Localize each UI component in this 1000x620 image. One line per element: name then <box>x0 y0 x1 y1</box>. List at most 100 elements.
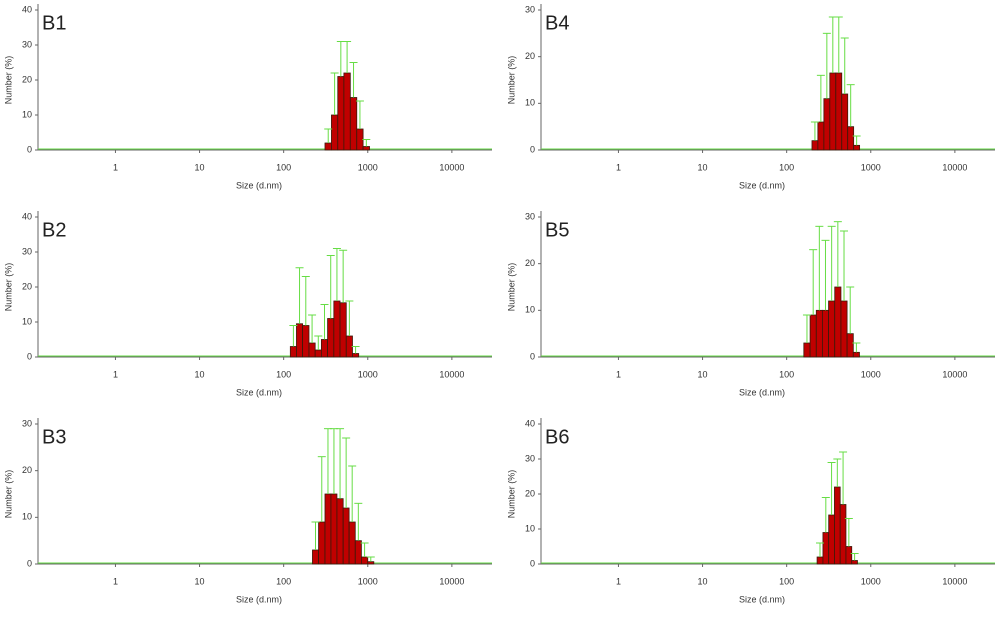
y-axis-label: Number (%) <box>506 263 516 312</box>
error-bar <box>323 428 332 494</box>
error-bar <box>815 225 824 311</box>
y-tick-label: 0 <box>530 351 535 361</box>
x-tick-label: 10000 <box>942 162 967 172</box>
x-axis-label: Size (d.nm) <box>236 387 282 397</box>
error-bar <box>844 518 853 547</box>
error-bar <box>827 225 836 301</box>
bar <box>312 549 319 565</box>
x-tick-label: 100 <box>779 576 794 586</box>
bar <box>339 302 347 358</box>
panel: B4 Number (%) Size (d.nm) 0 10 20 30 1 10 100 1000… <box>506 4 995 190</box>
x-tick-label: 10000 <box>439 576 464 586</box>
error-bar <box>320 304 329 340</box>
bar <box>337 76 345 151</box>
error-bar <box>324 128 333 143</box>
bar <box>840 300 848 358</box>
panel: B3 Number (%) Size (d.nm) 0 10 20 30 1 10 100 1000… <box>3 418 492 604</box>
x-axis-label: Size (d.nm) <box>236 594 282 604</box>
y-axis-label: Number (%) <box>3 263 13 312</box>
y-tick-label: 10 <box>525 98 535 108</box>
error-bar <box>343 41 352 73</box>
error-bar <box>329 428 338 494</box>
x-tick-label: 10 <box>195 162 205 172</box>
error-bar <box>816 74 825 122</box>
x-tick-label: 1000 <box>861 162 881 172</box>
bar <box>356 128 364 151</box>
y-tick-label: 30 <box>22 246 32 256</box>
x-tick-label: 10000 <box>439 162 464 172</box>
bar <box>327 318 335 358</box>
y-tick-label: 30 <box>525 211 535 221</box>
error-bar <box>809 249 818 315</box>
y-tick-label: 20 <box>22 281 32 291</box>
error-bar <box>339 249 348 303</box>
error-bar <box>834 16 843 73</box>
error-bar <box>360 542 369 557</box>
bar <box>834 286 842 358</box>
bar <box>308 342 316 358</box>
bar <box>333 300 341 358</box>
panel: B2 Number (%) Size (d.nm) 0 10 20 30 40 1 10 100 10… <box>3 211 492 397</box>
bar <box>817 121 825 151</box>
bar <box>330 493 338 565</box>
x-tick-label: 10000 <box>439 369 464 379</box>
bar <box>296 323 304 358</box>
error-bar <box>362 139 371 147</box>
x-axis-label: Size (d.nm) <box>739 180 785 190</box>
y-tick-label: 20 <box>525 258 535 268</box>
bar <box>835 72 843 151</box>
x-axis-label: Size (d.nm) <box>739 387 785 397</box>
bar <box>302 325 310 358</box>
error-bar <box>840 37 849 94</box>
error-bar <box>332 248 341 301</box>
bar <box>809 314 817 358</box>
error-bar <box>349 62 358 98</box>
x-tick-label: 1000 <box>358 162 378 172</box>
bar <box>828 300 836 358</box>
y-tick-label: 0 <box>530 558 535 568</box>
x-tick-label: 10 <box>698 369 708 379</box>
bar <box>815 309 823 358</box>
error-bar <box>317 456 326 522</box>
y-tick-label: 30 <box>22 39 32 49</box>
x-tick-label: 100 <box>276 162 291 172</box>
bar <box>834 486 841 565</box>
y-tick-label: 10 <box>22 109 32 119</box>
y-tick-label: 30 <box>525 453 535 463</box>
y-tick-label: 30 <box>22 418 32 428</box>
panel: B6 Number (%) Size (d.nm) 0 10 20 30 40 1 10 100 10… <box>506 418 995 604</box>
error-bar <box>822 32 831 99</box>
x-tick-label: 1 <box>616 162 621 172</box>
error-bar <box>289 325 298 347</box>
error-bar <box>330 72 339 115</box>
bar <box>342 507 350 565</box>
bar <box>324 493 332 565</box>
error-bar <box>355 100 364 129</box>
y-tick-label: 10 <box>22 512 32 522</box>
bar <box>816 556 824 565</box>
error-bar <box>314 335 323 350</box>
x-tick-label: 10 <box>195 576 205 586</box>
panel-title: B1 <box>42 12 66 34</box>
y-tick-label: 0 <box>27 351 32 361</box>
y-tick-label: 0 <box>27 558 32 568</box>
bar <box>839 504 847 565</box>
bar <box>841 93 849 151</box>
y-tick-label: 10 <box>525 523 535 533</box>
x-axis-label: Size (d.nm) <box>739 594 785 604</box>
bar <box>853 144 861 151</box>
x-tick-label: 1 <box>616 576 621 586</box>
y-axis-label: Number (%) <box>506 470 516 519</box>
error-bar <box>833 221 842 287</box>
bar <box>343 72 351 151</box>
x-tick-label: 1000 <box>861 576 881 586</box>
x-tick-label: 10000 <box>942 369 967 379</box>
error-bar <box>308 314 317 343</box>
error-bar <box>351 346 360 354</box>
error-bar <box>827 462 836 515</box>
y-tick-label: 40 <box>525 418 535 428</box>
error-bar <box>821 497 830 533</box>
bar <box>320 339 328 358</box>
bar <box>852 351 860 358</box>
bar <box>845 546 853 565</box>
